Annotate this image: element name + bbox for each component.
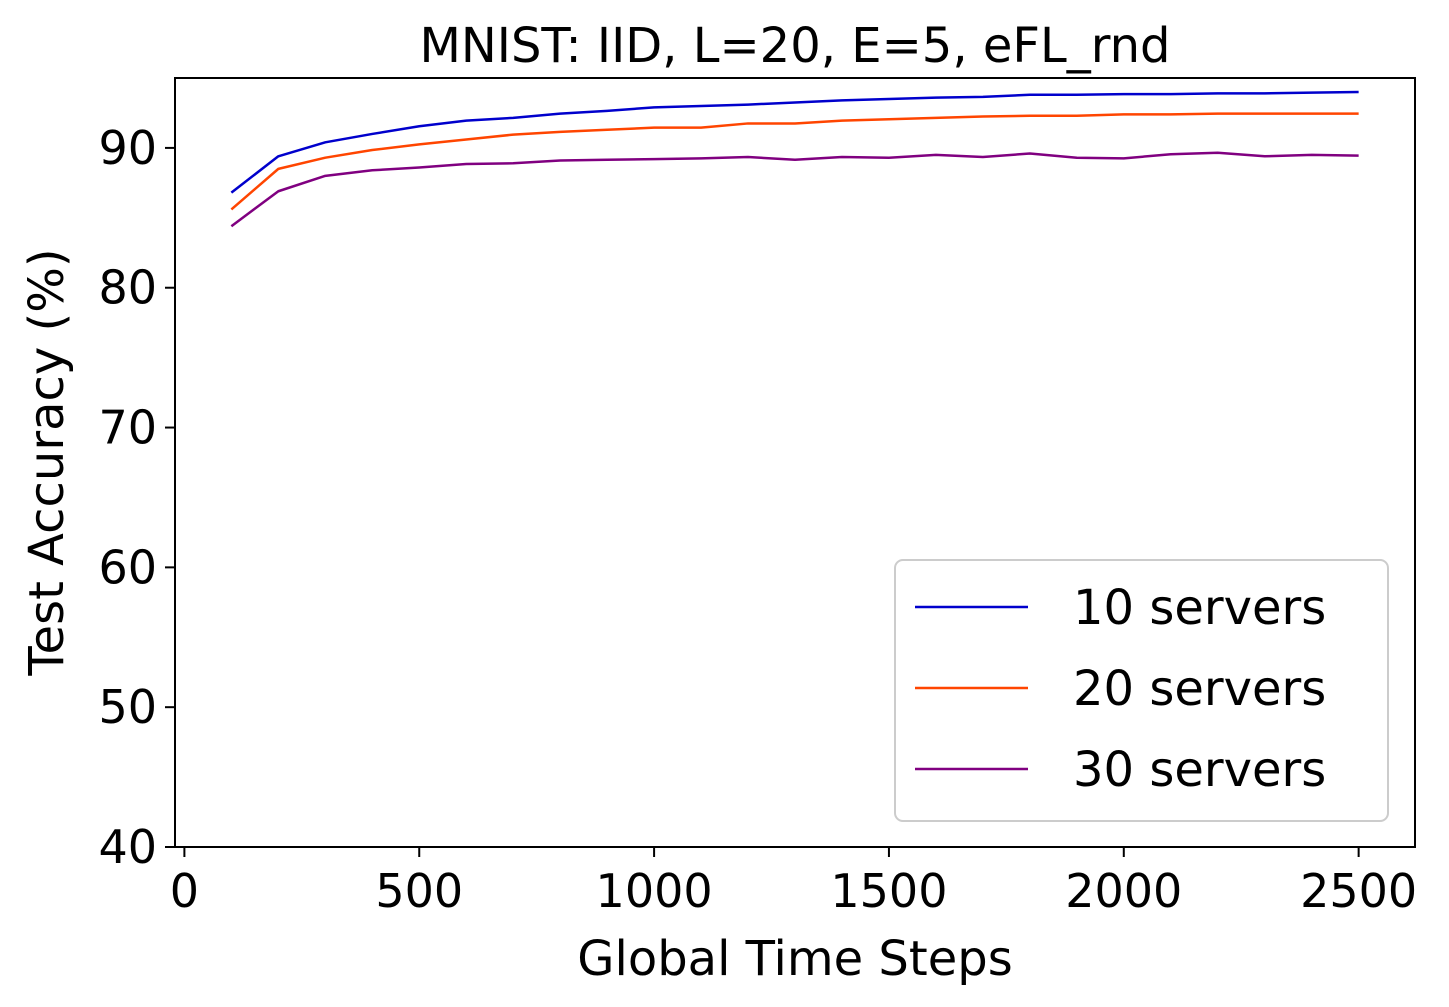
y-tick-label: 40: [98, 820, 157, 874]
y-tick-label: 90: [98, 121, 157, 175]
y-tick-label: 80: [98, 261, 157, 315]
series-group: [230, 90, 1359, 228]
legend-frame: [894, 559, 1389, 822]
series-line-3: [230, 151, 1359, 228]
legend-entry: 10 servers: [1073, 580, 1326, 636]
plot-frame: [174, 77, 1416, 848]
x-tick-label: 1500: [830, 864, 947, 918]
x-tick-label: 500: [375, 864, 463, 918]
y-axis-label: Test Accuracy (%): [19, 248, 75, 676]
x-tick-label: 0: [170, 864, 199, 918]
x-tick-label: 2000: [1065, 864, 1182, 918]
y-tick-label: 60: [98, 540, 157, 594]
y-tick-label: 70: [98, 401, 157, 455]
y-tick-label: 50: [98, 680, 157, 734]
x-axis: 0 500 1000 1500 2000 2500: [170, 847, 1417, 918]
legend-entry: 20 servers: [1073, 661, 1326, 717]
x-axis-label: Global Time Steps: [577, 931, 1012, 987]
legend-entry: 30 servers: [1073, 742, 1326, 798]
x-tick-label: 1000: [596, 864, 713, 918]
plot-area: [174, 77, 1416, 848]
series-line-1: [230, 90, 1359, 194]
chart-title: MNIST: IID, L=20, E=5, eFL_rnd: [419, 18, 1170, 74]
y-axis: 40 50 60 70 80 90: [98, 121, 175, 874]
series-line-2: [230, 112, 1359, 211]
legend: 10 servers 20 servers 30 servers: [894, 559, 1389, 822]
x-tick-label: 2500: [1300, 864, 1417, 918]
